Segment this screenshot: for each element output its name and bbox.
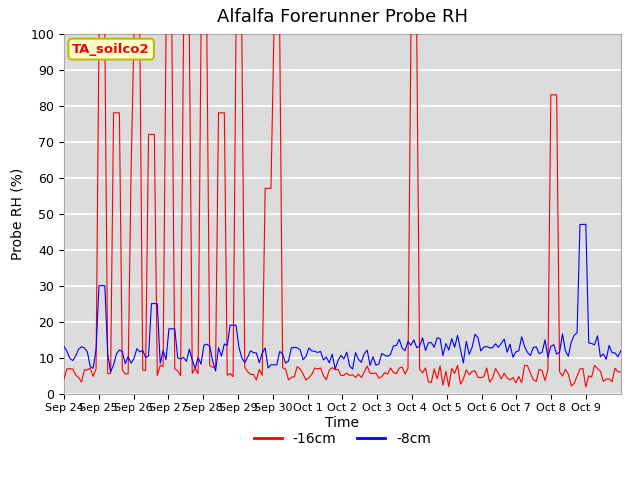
- Legend: -16cm, -8cm: -16cm, -8cm: [248, 426, 436, 452]
- Y-axis label: Probe RH (%): Probe RH (%): [11, 168, 25, 260]
- Title: Alfalfa Forerunner Probe RH: Alfalfa Forerunner Probe RH: [217, 9, 468, 26]
- Text: TA_soilco2: TA_soilco2: [72, 43, 150, 56]
- X-axis label: Time: Time: [325, 416, 360, 430]
